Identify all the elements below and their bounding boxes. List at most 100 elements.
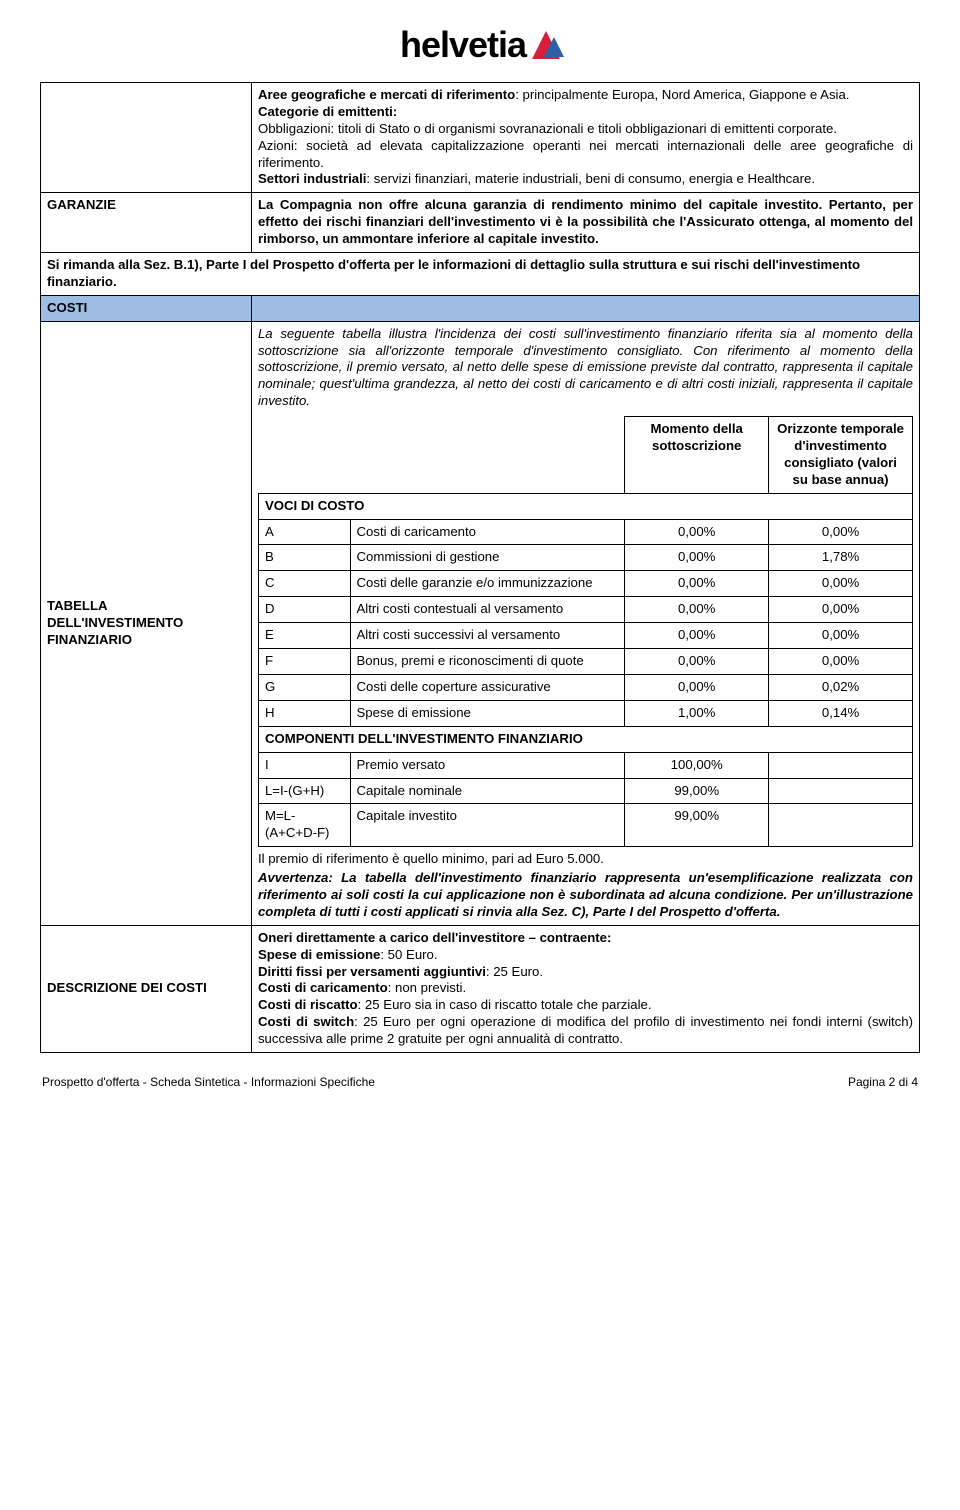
comp-key: L=I-(G+H) [258,778,350,804]
costi-band-label: COSTI [41,295,252,321]
settori-line: Settori industriali: servizi finanziari,… [258,171,815,186]
rimando-text: Si rimanda alla Sez. B.1), Parte I del P… [41,253,920,296]
voci-v1: 0,00% [625,519,769,545]
diritti-fissi: Diritti fissi per versamenti aggiuntivi:… [258,964,543,979]
voci-v1: 0,00% [625,597,769,623]
voci-row: CCosti delle garanzie e/o immunizzazione… [258,571,912,597]
voci-key: A [258,519,350,545]
logo-icon [532,31,560,59]
tabella-intro: La seguente tabella illustra l'incidenza… [258,326,913,410]
row-aree: Aree geografiche e mercati di riferiment… [41,83,920,193]
row-costi-band: COSTI [41,295,920,321]
logo: helvetia [40,24,920,66]
comp-desc: Capitale investito [350,804,625,847]
comp-desc: Premio versato [350,752,625,778]
voci-v2: 1,78% [769,545,913,571]
componenti-label: COMPONENTI DELL'INVESTIMENTO FINANZIARIO [258,726,912,752]
voci-desc: Altri costi successivi al versamento [350,623,625,649]
logo-text: helvetia [400,24,526,66]
categorie-hdr: Categorie di emittenti: [258,104,397,119]
voci-v2: 0,00% [769,571,913,597]
voci-v2: 0,00% [769,649,913,675]
voci-v2: 0,14% [769,700,913,726]
voci-desc: Altri costi contestuali al versamento [350,597,625,623]
voci-key: C [258,571,350,597]
descrizione-text: Oneri direttamente a carico dell'investi… [251,925,919,1052]
voci-row: FBonus, premi e riconoscimenti di quote0… [258,649,912,675]
voci-row: ACosti di caricamento0,00%0,00% [258,519,912,545]
voci-key: E [258,623,350,649]
hdr-momento: Momento della sottoscrizione [625,417,769,494]
costi-header-row: Momento della sottoscrizione Orizzonte t… [258,417,912,494]
comp-blank [769,778,913,804]
blank-b [350,417,625,494]
comp-blank [769,752,913,778]
spese-emissione: Spese di emissione: 50 Euro. [258,947,438,962]
row-rimando: Si rimanda alla Sez. B.1), Parte I del P… [41,253,920,296]
row-descrizione-costi: DESCRIZIONE DEI COSTI Oneri direttamente… [41,925,920,1052]
oneri-hdr: Oneri direttamente a carico dell'investi… [258,930,611,945]
voci-v1: 0,00% [625,674,769,700]
costi-table: Momento della sottoscrizione Orizzonte t… [258,416,913,847]
voci-desc: Commissioni di gestione [350,545,625,571]
voci-v2: 0,00% [769,623,913,649]
costi-riscatto: Costi di riscatto: 25 Euro sia in caso d… [258,997,652,1012]
comp-row: M=L-(A+C+D-F)Capitale investito99,00% [258,804,912,847]
voci-key: G [258,674,350,700]
row-tabella-investimento: TABELLA DELL'INVESTIMENTO FINANZIARIO La… [41,321,920,925]
comp-key: I [258,752,350,778]
footer-left: Prospetto d'offerta - Scheda Sintetica -… [42,1075,375,1089]
voci-desc: Costi delle garanzie e/o immunizzazione [350,571,625,597]
descrizione-label: DESCRIZIONE DEI COSTI [41,925,252,1052]
comp-row: L=I-(G+H)Capitale nominale99,00% [258,778,912,804]
voci-v2: 0,00% [769,519,913,545]
voci-key: F [258,649,350,675]
comp-blank [769,804,913,847]
voci-row: GCosti delle coperture assicurative0,00%… [258,674,912,700]
voci-v2: 0,00% [769,597,913,623]
voci-desc: Costi di caricamento [350,519,625,545]
voci-row: BCommissioni di gestione0,00%1,78% [258,545,912,571]
voci-v1: 0,00% [625,545,769,571]
voci-label: VOCI DI COSTO [258,493,912,519]
comp-v1: 100,00% [625,752,769,778]
row-aree-label [41,83,252,193]
premio-note: Il premio di riferimento è quello minimo… [258,851,913,868]
costi-switch: Costi di switch: 25 Euro per ogni operaz… [258,1014,913,1046]
comp-key: M=L-(A+C+D-F) [258,804,350,847]
voci-v1: 0,00% [625,649,769,675]
comp-v1: 99,00% [625,778,769,804]
page-footer: Prospetto d'offerta - Scheda Sintetica -… [40,1075,920,1089]
voci-header: VOCI DI COSTO [258,493,912,519]
voci-key: H [258,700,350,726]
footer-right: Pagina 2 di 4 [848,1075,918,1089]
comp-v1: 99,00% [625,804,769,847]
voci-v2: 0,02% [769,674,913,700]
costi-caricamento: Costi di caricamento: non previsti. [258,980,466,995]
comp-desc: Capitale nominale [350,778,625,804]
tabella-cell: La seguente tabella illustra l'incidenza… [251,321,919,925]
voci-row: EAltri costi successivi al versamento0,0… [258,623,912,649]
avvertenza: Avvertenza: La tabella dell'investimento… [258,870,913,921]
garanzie-label: GARANZIE [41,193,252,253]
voci-row: DAltri costi contestuali al versamento0,… [258,597,912,623]
blank-a [258,417,350,494]
voci-desc: Spese di emissione [350,700,625,726]
voci-key: D [258,597,350,623]
voci-row: HSpese di emissione1,00%0,14% [258,700,912,726]
row-aree-text: Aree geografiche e mercati di riferiment… [251,83,919,193]
componenti-header: COMPONENTI DELL'INVESTIMENTO FINANZIARIO [258,726,912,752]
comp-row: IPremio versato100,00% [258,752,912,778]
main-table: Aree geografiche e mercati di riferiment… [40,82,920,1053]
voci-v1: 0,00% [625,623,769,649]
voci-v1: 0,00% [625,571,769,597]
azioni-line: Azioni: società ad elevata capitalizzazi… [258,138,913,170]
hdr-orizzonte: Orizzonte temporale d'investimento consi… [769,417,913,494]
tabella-label: TABELLA DELL'INVESTIMENTO FINANZIARIO [41,321,252,925]
costi-band-right [251,295,919,321]
aree-line: Aree geografiche e mercati di riferiment… [258,87,850,102]
obbligazioni-line: Obbligazioni: titoli di Stato o di organ… [258,121,837,136]
voci-desc: Bonus, premi e riconoscimenti di quote [350,649,625,675]
row-garanzie: GARANZIE La Compagnia non offre alcuna g… [41,193,920,253]
voci-v1: 1,00% [625,700,769,726]
